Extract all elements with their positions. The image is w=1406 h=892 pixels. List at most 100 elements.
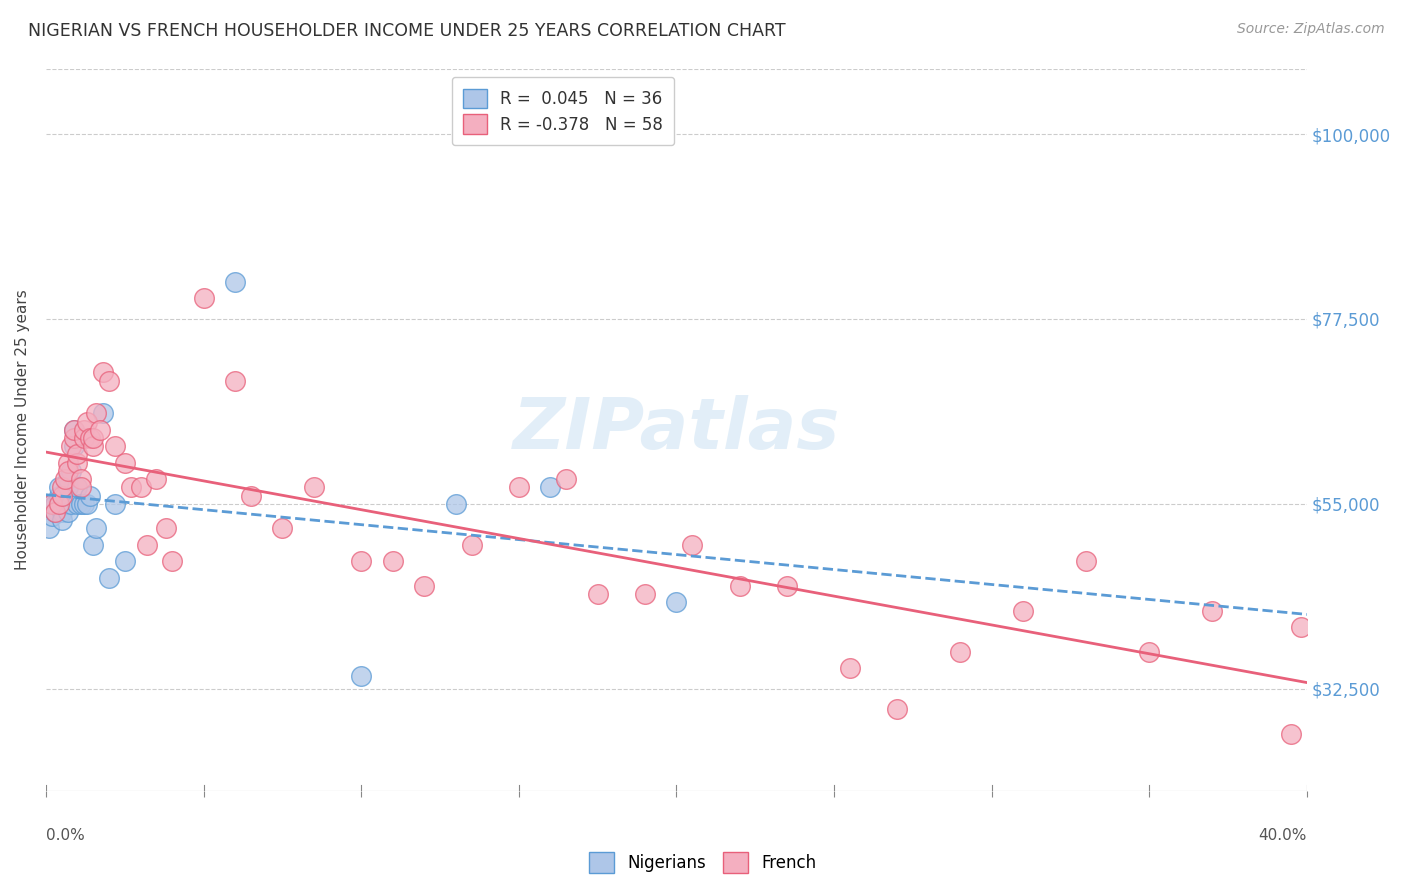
Point: [838, 661, 860, 675]
Point: [51, 480, 73, 494]
Point: [949, 644, 972, 658]
Point: [44, 505, 66, 519]
Point: [86, 406, 108, 420]
Point: [56, 505, 79, 519]
Point: [63, 439, 86, 453]
Point: [56, 456, 79, 470]
Point: [60, 464, 83, 478]
Point: [82, 538, 104, 552]
Point: [239, 489, 262, 503]
Point: [66, 480, 89, 494]
Point: [41, 497, 63, 511]
Point: [66, 448, 89, 462]
Point: [114, 554, 136, 568]
Text: NIGERIAN VS FRENCH HOUSEHOLDER INCOME UNDER 25 YEARS CORRELATION CHART: NIGERIAN VS FRENCH HOUSEHOLDER INCOME UN…: [28, 22, 786, 40]
Point: [73, 497, 96, 511]
Point: [586, 587, 609, 601]
Point: [79, 489, 101, 503]
Point: [79, 431, 101, 445]
Point: [51, 497, 73, 511]
Point: [86, 521, 108, 535]
Point: [51, 505, 73, 519]
Point: [53, 497, 76, 511]
Point: [53, 489, 76, 503]
Point: [193, 292, 215, 306]
Point: [155, 521, 177, 535]
Point: [135, 538, 157, 552]
Point: [82, 439, 104, 453]
Point: [1289, 620, 1312, 634]
Point: [98, 571, 121, 585]
Point: [69, 497, 91, 511]
Point: [60, 439, 83, 453]
Point: [271, 521, 294, 535]
Point: [98, 374, 121, 388]
Point: [413, 579, 436, 593]
Point: [51, 513, 73, 527]
Point: [1076, 554, 1098, 568]
Point: [48, 489, 70, 503]
Point: [114, 456, 136, 470]
Point: [56, 480, 79, 494]
Point: [555, 472, 578, 486]
Point: [104, 439, 127, 453]
Point: [776, 579, 799, 593]
Point: [350, 669, 373, 683]
Text: Source: ZipAtlas.com: Source: ZipAtlas.com: [1237, 22, 1385, 37]
Point: [91, 365, 114, 379]
Point: [91, 406, 114, 420]
Point: [44, 505, 66, 519]
Point: [538, 480, 561, 494]
Point: [73, 423, 96, 437]
Point: [129, 480, 152, 494]
Point: [224, 275, 246, 289]
Point: [381, 554, 404, 568]
Point: [886, 702, 908, 716]
Point: [120, 480, 142, 494]
Point: [681, 538, 703, 552]
Point: [728, 579, 751, 593]
Point: [48, 480, 70, 494]
Point: [145, 472, 167, 486]
Legend: Nigerians, French: Nigerians, French: [582, 846, 824, 880]
Point: [44, 497, 66, 511]
Point: [89, 423, 111, 437]
Point: [460, 538, 482, 552]
Point: [76, 497, 98, 511]
Point: [69, 472, 91, 486]
Point: [63, 423, 86, 437]
Point: [73, 431, 96, 445]
Point: [60, 497, 83, 511]
Point: [82, 431, 104, 445]
Point: [63, 431, 86, 445]
Point: [41, 509, 63, 524]
Point: [56, 464, 79, 478]
Point: [1201, 603, 1223, 617]
Point: [48, 497, 70, 511]
Point: [66, 497, 89, 511]
Text: 0.0%: 0.0%: [46, 828, 84, 843]
Point: [1137, 644, 1160, 658]
Point: [56, 472, 79, 486]
Point: [63, 423, 86, 437]
Point: [104, 497, 127, 511]
Point: [665, 595, 688, 609]
Point: [69, 480, 91, 494]
Point: [1279, 727, 1302, 741]
Point: [350, 554, 373, 568]
Point: [634, 587, 657, 601]
Point: [508, 480, 530, 494]
Text: 40.0%: 40.0%: [1258, 828, 1308, 843]
Point: [224, 374, 246, 388]
Point: [76, 415, 98, 429]
Y-axis label: Householder Income Under 25 years: Householder Income Under 25 years: [15, 290, 30, 570]
Point: [160, 554, 183, 568]
Point: [51, 489, 73, 503]
Point: [1012, 603, 1035, 617]
Point: [66, 456, 89, 470]
Point: [38, 521, 60, 535]
Text: ZIPatlas: ZIPatlas: [513, 395, 841, 465]
Point: [53, 472, 76, 486]
Point: [41, 497, 63, 511]
Point: [302, 480, 325, 494]
